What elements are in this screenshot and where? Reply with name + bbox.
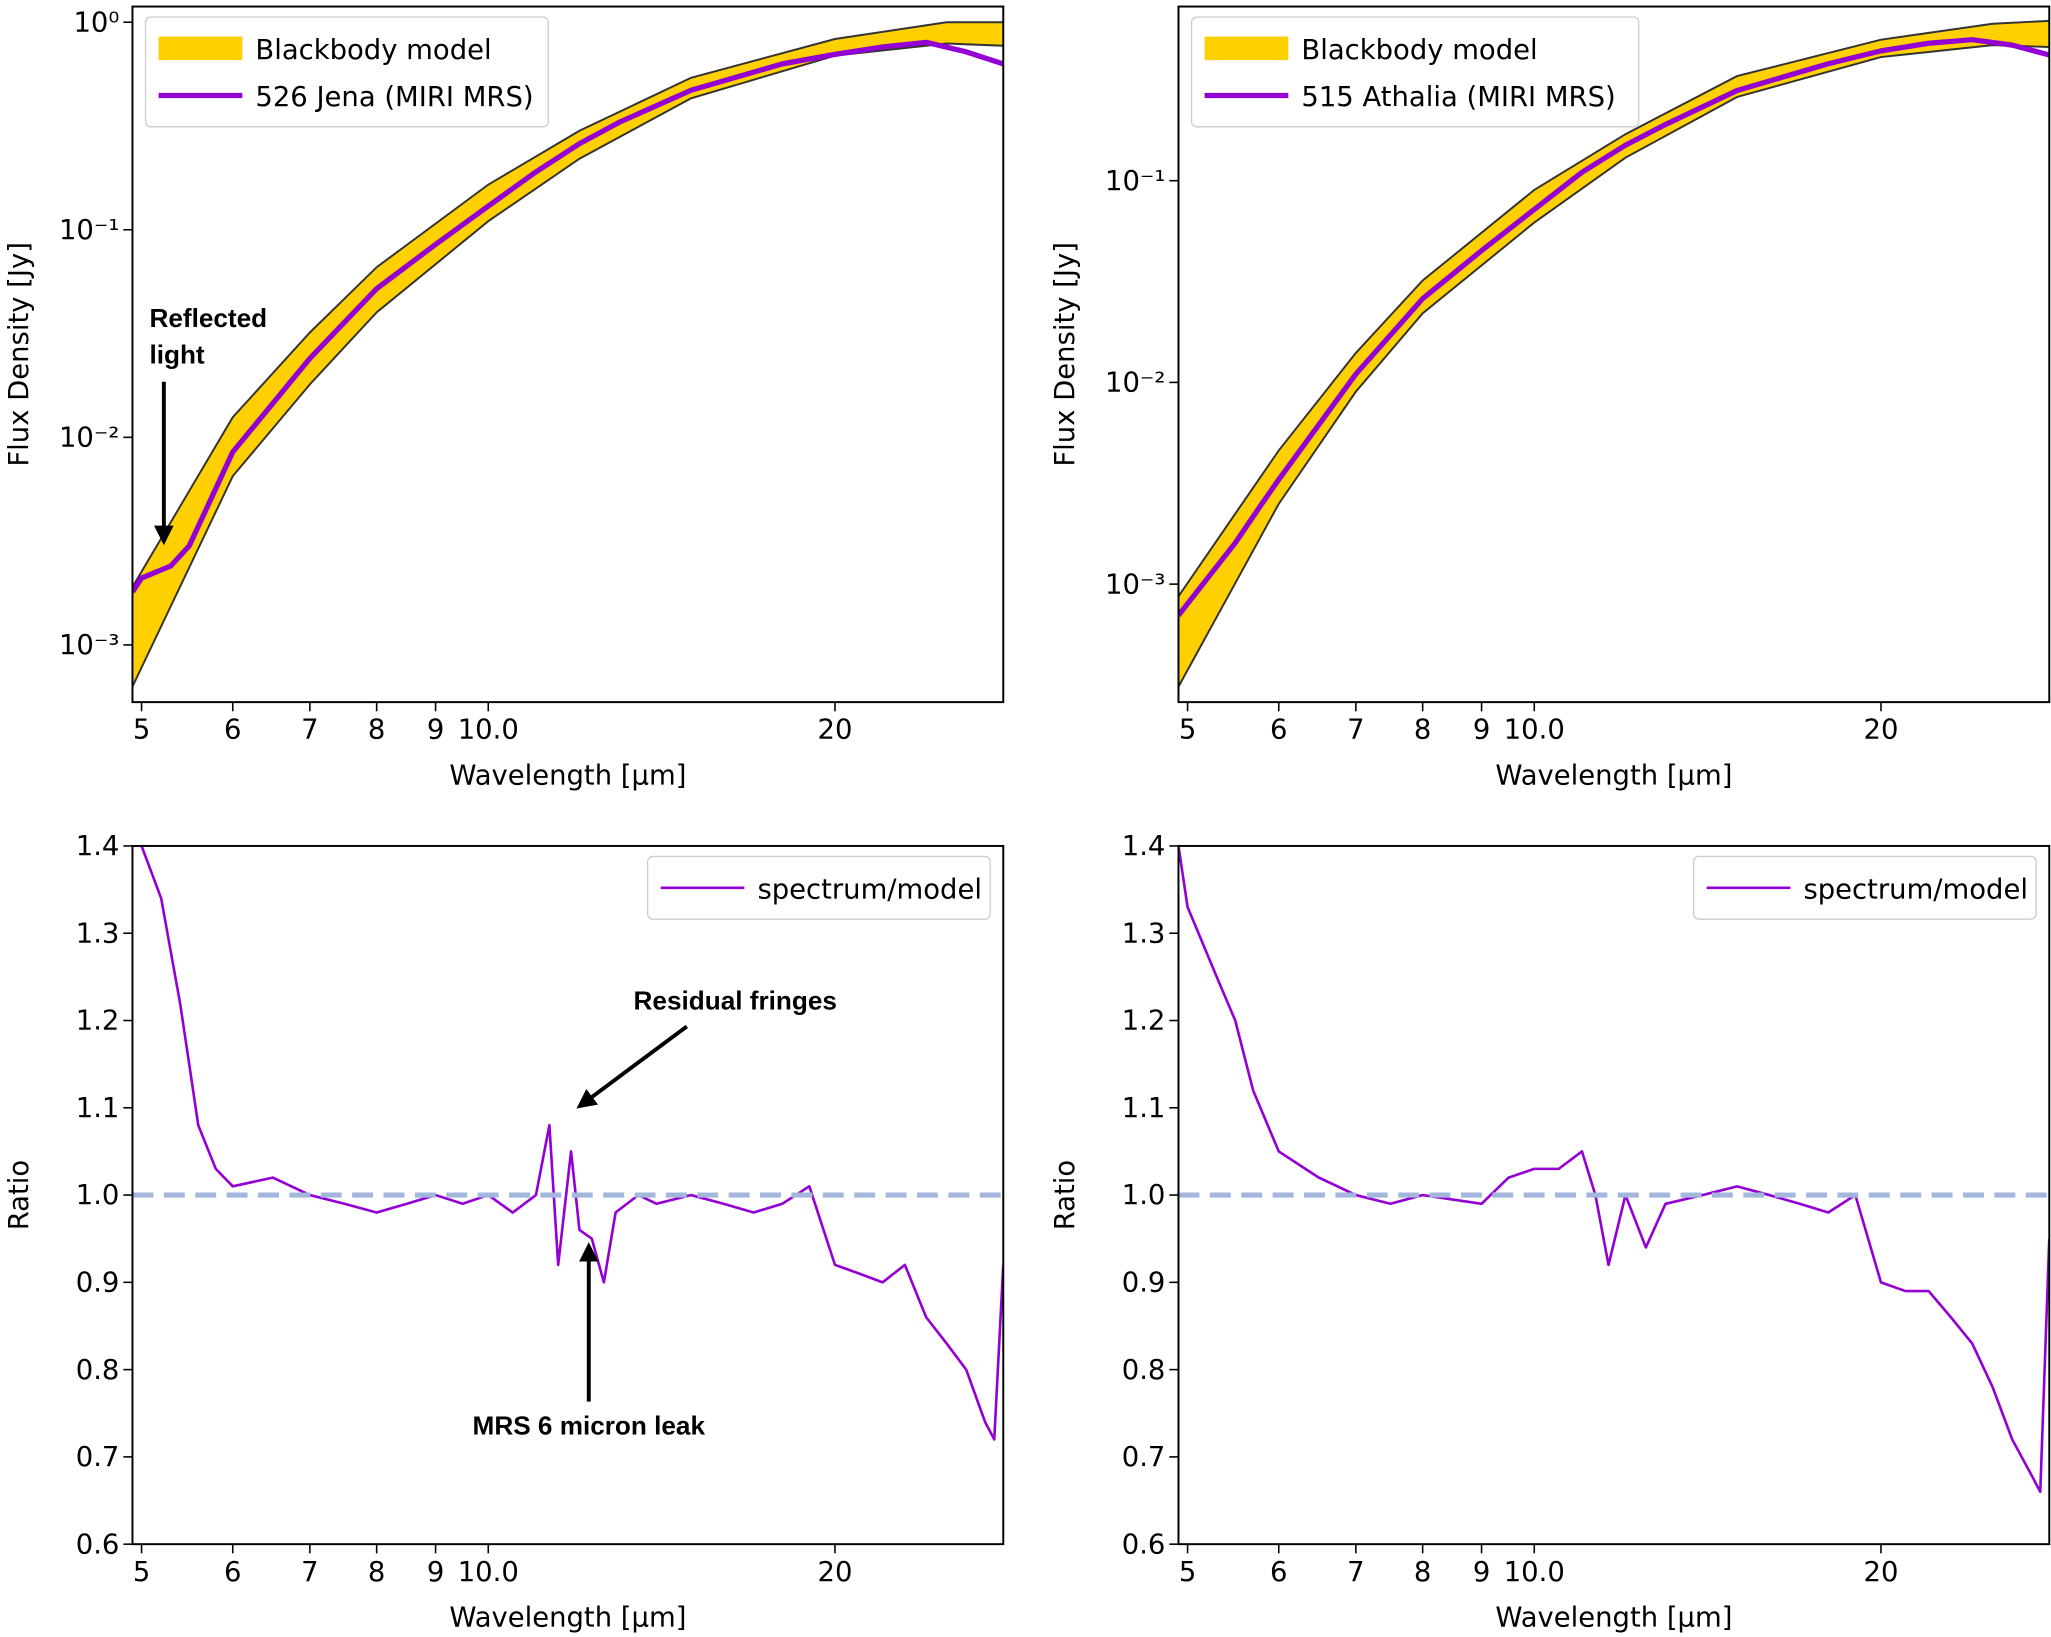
y-tick-label: 1.4 [1122, 831, 1166, 862]
y-tick-label: 0.9 [76, 1267, 120, 1298]
x-axis-label: Wavelength [μm] [1495, 1603, 1732, 1634]
plot-area [132, 21, 1004, 687]
axes-frame [131, 5, 1005, 704]
spectrum-line [140, 845, 1004, 1441]
x-tick-label: 5 [133, 1557, 150, 1588]
x-tick-label: 20 [818, 1557, 853, 1588]
y-tick-label: 1.0 [76, 1180, 120, 1211]
axes: 5 6 7 8 9 10.0 20 10⁻³ 10⁻² 10⁻¹ 10⁰ Wavelength [μm… [4, 5, 1005, 792]
x-tick-label: 7 [301, 1557, 318, 1588]
y-tick-label: 0.8 [1122, 1355, 1166, 1386]
annotation: Residual fringes [634, 985, 837, 1015]
legend-label: Blackbody model [1301, 35, 1537, 66]
x-tick-label: 20 [1864, 715, 1899, 746]
y-tick-label: 0.9 [1122, 1267, 1166, 1298]
spectrum-line [1178, 845, 2050, 1494]
y-tick-label: 1.2 [76, 1006, 120, 1037]
y-tick-label: 0.7 [1122, 1442, 1166, 1473]
x-tick-label: 6 [224, 1557, 241, 1588]
spectrum-line [1178, 37, 2050, 617]
axes: 5 6 7 8 9 10.0 20 10⁻³ 10⁻² 10⁻¹ Wavelength [μm] Fl… [1050, 5, 2051, 792]
y-tick-label: 10⁻¹ [59, 215, 119, 246]
y-axis-label: Ratio [4, 1160, 35, 1230]
legend-box [646, 855, 991, 920]
axes: 5 6 7 8 9 10.0 20 0.6 0.7 0.8 0.9 1.0 1.1 1.2 1.3 1.4 Wa… [4, 831, 1005, 1634]
x-tick-label: 10.0 [1504, 715, 1565, 746]
legend-label: Blackbody model [255, 35, 491, 66]
y-tick-label: 10⁰ [73, 7, 119, 38]
x-tick-label: 10.0 [1504, 1557, 1565, 1588]
x-tick-label: 7 [1347, 715, 1364, 746]
x-tick-label: 9 [1473, 715, 1490, 746]
spectrum-line [132, 39, 1004, 594]
x-tick-label: 9 [1473, 1557, 1490, 1588]
legend-swatch [158, 36, 243, 61]
x-tick-label: 5 [1179, 1557, 1196, 1588]
legend-swatch [1204, 36, 1289, 61]
annotation: Reflected light [149, 303, 267, 370]
y-axis-label: Flux Density [Jy] [4, 242, 35, 467]
x-axis-label: Wavelength [μm] [449, 761, 686, 792]
y-tick-label: 1.2 [1122, 1006, 1166, 1037]
arrow [576, 1024, 689, 1109]
x-axis-label: Wavelength [μm] [1495, 761, 1732, 792]
x-tick-label: 8 [1414, 715, 1431, 746]
x-tick-label: 20 [1864, 1557, 1899, 1588]
x-tick-label: 5 [1179, 715, 1196, 746]
y-tick-label: 10⁻² [59, 422, 119, 453]
x-tick-label: 7 [1347, 1557, 1364, 1588]
plot-area [1178, 845, 2050, 1494]
y-tick-label: 0.6 [76, 1529, 120, 1560]
band-lower-edge [132, 42, 1004, 687]
legend-label: spectrum/model [1803, 874, 2028, 905]
model-band [132, 22, 1004, 687]
x-tick-label: 5 [133, 715, 150, 746]
y-tick-label: 1.1 [1122, 1093, 1166, 1124]
x-tick-label: 8 [1414, 1557, 1431, 1588]
band-upper-edge [132, 21, 1004, 588]
x-tick-label: 8 [368, 715, 385, 746]
y-tick-label: 10⁻¹ [1105, 166, 1165, 197]
x-tick-label: 10.0 [458, 715, 519, 746]
y-tick-label: 1.1 [76, 1093, 120, 1124]
legend-box [1190, 16, 1640, 128]
band-lower-edge [1178, 44, 2050, 688]
legend-label: 526 Jena (MIRI MRS) [255, 82, 533, 113]
x-tick-label: 6 [1270, 1557, 1287, 1588]
plot-area [1178, 19, 2050, 688]
x-tick-label: 7 [301, 715, 318, 746]
annotation: MRS 6 micron leak [473, 1410, 706, 1440]
legend-box [1692, 855, 2037, 920]
plot-area [140, 845, 1004, 1441]
y-axis-label: Ratio [1050, 1160, 1081, 1230]
y-tick-label: 10⁻³ [1105, 569, 1165, 600]
y-tick-label: 10⁻² [1105, 368, 1165, 399]
legend-label: spectrum/model [757, 874, 982, 905]
y-tick-label: 1.4 [76, 831, 120, 862]
x-tick-label: 20 [818, 715, 853, 746]
x-tick-label: 6 [1270, 715, 1287, 746]
legend-label: 515 Athalia (MIRI MRS) [1301, 82, 1615, 113]
x-tick-label: 9 [427, 1557, 444, 1588]
x-tick-label: 9 [427, 715, 444, 746]
x-tick-label: 8 [368, 1557, 385, 1588]
axes-frame [1177, 5, 2051, 704]
y-tick-label: 1.0 [1122, 1180, 1166, 1211]
y-tick-label: 0.6 [1122, 1529, 1166, 1560]
x-axis-label: Wavelength [μm] [449, 1603, 686, 1634]
legend-box [144, 16, 549, 128]
y-axis-label: Flux Density [Jy] [1050, 242, 1081, 467]
axes: 5 6 7 8 9 10.0 20 0.6 0.7 0.8 0.9 1.0 1.1 1.2 1.3 1.4 Wa… [1050, 831, 2051, 1634]
y-tick-label: 0.7 [76, 1442, 120, 1473]
y-tick-label: 1.3 [1122, 918, 1166, 949]
x-tick-label: 6 [224, 715, 241, 746]
y-tick-label: 10⁻³ [59, 630, 119, 661]
x-tick-label: 10.0 [458, 1557, 519, 1588]
y-tick-label: 0.8 [76, 1355, 120, 1386]
y-tick-label: 1.3 [76, 918, 120, 949]
band-upper-edge [1178, 19, 2050, 597]
